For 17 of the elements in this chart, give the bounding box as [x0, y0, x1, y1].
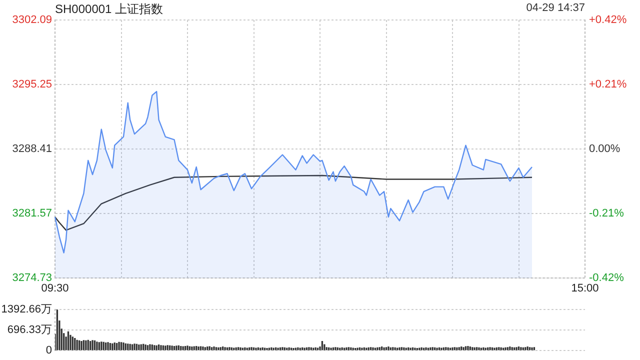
y-tick-label: 0	[46, 344, 52, 356]
y2-tick-label: +0.42%	[589, 14, 627, 26]
x-tick-label: 15:00	[571, 282, 599, 295]
y2-tick-label: -0.42%	[589, 272, 624, 284]
y-tick-label: 3295.25	[12, 78, 52, 91]
y-tick-label: 3302.09	[12, 14, 52, 26]
text: 04-29 14:37	[526, 2, 585, 14]
y-tick-label: 1392.66万	[1, 304, 52, 316]
y-tick-label: 3274.73	[12, 272, 52, 284]
chart-title: SH000001 上证指数	[55, 1, 164, 18]
y-tick-label: 696.33万	[7, 324, 52, 336]
y-tick-label: 3288.41	[12, 143, 52, 156]
y2-tick-label: +0.21%	[589, 78, 627, 91]
x-tick-label: 09:30	[41, 282, 69, 295]
y2-tick-label: -0.21%	[589, 208, 624, 220]
y-tick-label: 3281.57	[12, 208, 52, 220]
y2-tick-label: 0.00%	[589, 143, 620, 156]
